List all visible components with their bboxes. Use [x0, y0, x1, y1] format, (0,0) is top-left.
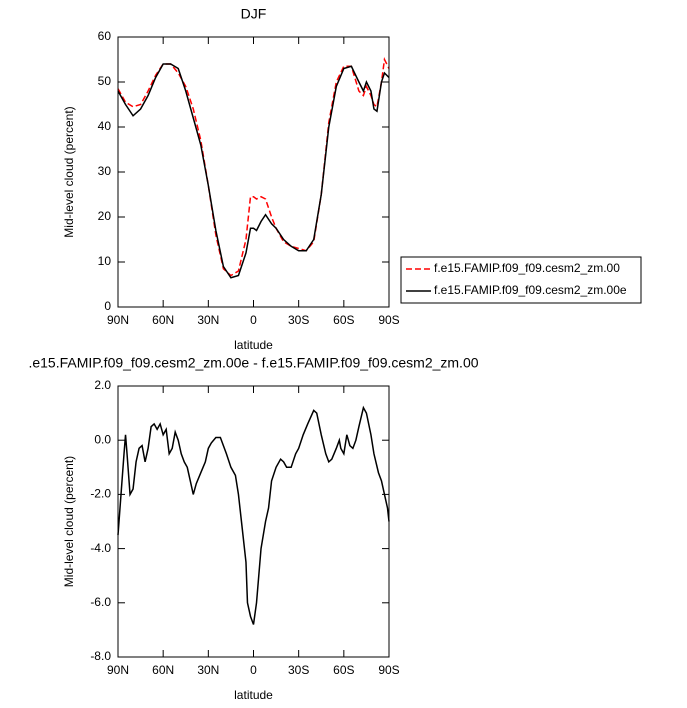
legend-label: f.e15.FAMIP.f09_f09.cesm2_zm.00e	[434, 283, 627, 297]
data-line	[117, 405, 390, 625]
x-tick-label: 60N	[152, 663, 174, 677]
x-tick-label: 90S	[378, 313, 399, 327]
x-tick-label: 0	[250, 313, 257, 327]
y-tick-label: -6.0	[90, 595, 111, 609]
y-tick-label: 10	[98, 254, 112, 268]
x-axis-label: latitude	[234, 688, 273, 702]
x-tick-label: 90S	[378, 663, 399, 677]
y-tick-label: 20	[98, 209, 112, 223]
chart-title: .e15.FAMIP.f09_f09.cesm2_zm.00e - f.e15.…	[28, 355, 478, 371]
data-line	[117, 63, 390, 279]
x-tick-label: 90N	[107, 313, 129, 327]
y-tick-label: 0	[104, 299, 111, 313]
x-tick-label: 0	[250, 663, 257, 677]
x-tick-label: 90N	[107, 663, 129, 677]
plot-frame	[117, 385, 390, 658]
x-tick-label: 60N	[152, 313, 174, 327]
y-tick-label: 0.0	[94, 432, 111, 446]
y-tick-label: 40	[98, 119, 112, 133]
x-tick-label: 60S	[333, 663, 354, 677]
legend-label: f.e15.FAMIP.f09_f09.cesm2_zm.00	[434, 261, 620, 275]
y-tick-label: 60	[98, 29, 112, 43]
y-tick-label: -2.0	[90, 487, 111, 501]
y-tick-label: 30	[98, 164, 112, 178]
x-tick-label: 30S	[288, 663, 309, 677]
y-axis-label: Mid-level cloud (percent)	[62, 456, 76, 587]
x-tick-label: 60S	[333, 313, 354, 327]
y-tick-label: 2.0	[94, 378, 111, 392]
y-tick-label: 50	[98, 74, 112, 88]
plot: .e15.FAMIP.f09_f09.cesm2_zm.00e - f.e15.…	[28, 355, 478, 702]
x-tick-label: 30S	[288, 313, 309, 327]
legend-frame	[400, 256, 642, 304]
x-tick-label: 30N	[197, 313, 219, 327]
data-line	[117, 56, 390, 277]
plot-frame	[117, 36, 390, 308]
plot: DJF latitude Mid-level cloud (percent) 0 10 2…	[62, 6, 642, 352]
chart-title: DJF	[241, 6, 267, 22]
x-tick-label: 30N	[197, 663, 219, 677]
x-axis-label: latitude	[234, 338, 273, 352]
y-tick-label: -4.0	[90, 541, 111, 555]
y-axis-label: Mid-level cloud (percent)	[62, 106, 76, 237]
y-tick-label: -8.0	[90, 649, 111, 663]
